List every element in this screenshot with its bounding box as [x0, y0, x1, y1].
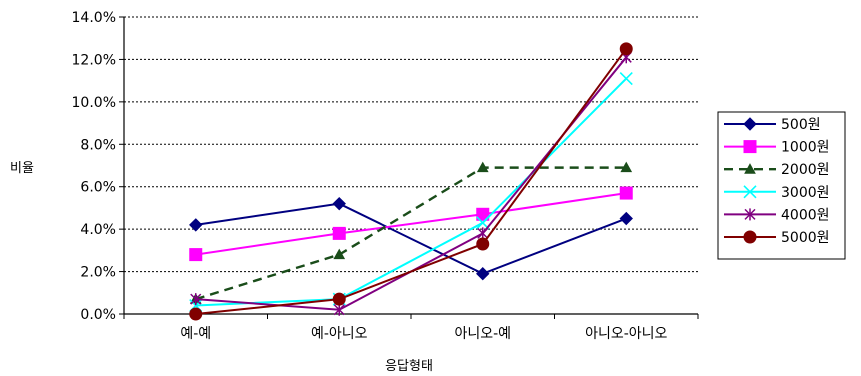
y-tick-label: 2.0%	[80, 265, 116, 281]
data-point	[332, 196, 346, 211]
legend: 500원 1000원 2000원 3000원 4000원 5000원	[717, 111, 846, 260]
data-point	[189, 307, 203, 321]
series-line	[195, 48, 628, 315]
series-4	[190, 51, 632, 316]
data-point	[619, 211, 633, 226]
legend-swatch-marker	[744, 208, 756, 221]
legend-swatch-marker	[743, 185, 757, 199]
y-tick-label: 12.0%	[72, 52, 116, 68]
x-tick-label: 예-아니오	[311, 326, 368, 342]
data-point	[619, 71, 633, 86]
legend-swatch-marker	[744, 163, 756, 174]
legend-label: 5000원	[781, 230, 830, 246]
y-tick-label: 14.0%	[72, 10, 116, 26]
series-2	[189, 161, 633, 304]
data-point	[476, 216, 490, 230]
data-point	[476, 207, 490, 221]
legend-entry: 2000원	[724, 162, 830, 178]
series-line	[195, 192, 627, 256]
data-point	[189, 248, 203, 262]
axes	[119, 16, 699, 319]
x-tick-label: 예-예	[180, 326, 211, 342]
data-point	[476, 237, 490, 251]
series-line	[195, 77, 627, 307]
data-point	[189, 218, 203, 232]
legend-entry: 3000원	[724, 185, 830, 201]
y-tick-label: 4.0%	[80, 222, 116, 238]
data-point	[332, 292, 346, 306]
data-point	[476, 266, 490, 281]
x-tick-labels: 예-예 예-아니오 아니오-예 아니오-아니오	[180, 326, 667, 342]
y-tick-label: 6.0%	[80, 180, 116, 196]
data-point	[619, 42, 633, 56]
series-lines	[189, 42, 633, 321]
series-1	[189, 186, 633, 262]
legend-swatch-marker	[743, 230, 757, 244]
data-point	[619, 186, 633, 200]
series-line	[195, 202, 627, 275]
data-point	[620, 161, 633, 173]
marker-stroke	[743, 185, 757, 199]
marker-stroke	[476, 216, 490, 230]
gridlines	[124, 16, 698, 273]
legend-label: 500원	[781, 117, 821, 133]
legend-swatch-marker	[743, 117, 757, 131]
data-point	[476, 161, 489, 173]
data-point	[333, 303, 345, 316]
series-0	[189, 196, 633, 281]
data-point	[190, 293, 202, 306]
legend-label: 1000원	[781, 140, 830, 156]
y-tick-labels: 0.0% 2.0% 4.0% 6.0% 8.0% 10.0% 12.0% 14.0%	[72, 10, 116, 323]
x-tick-label: 아니오-예	[454, 326, 511, 342]
marker-stroke	[619, 71, 633, 86]
legend-label: 3000원	[781, 185, 830, 201]
series-3	[189, 71, 633, 313]
x-axis-title: 응답형태	[385, 359, 433, 374]
series-5	[189, 42, 633, 321]
y-tick-label: 0.0%	[80, 307, 116, 323]
legend-box	[717, 111, 846, 260]
legend-entry: 5000원	[724, 230, 830, 246]
series-line	[195, 166, 627, 301]
data-point	[333, 248, 346, 260]
data-point	[477, 227, 489, 240]
y-tick-label: 10.0%	[72, 95, 116, 111]
x-tick-label: 아니오-아니오	[585, 326, 667, 342]
legend-entry: 1000원	[724, 140, 830, 156]
y-axis-title: 비율	[10, 161, 34, 176]
legend-entry: 4000원	[724, 207, 830, 223]
y-tick-label: 8.0%	[80, 137, 116, 153]
legend-label: 2000원	[781, 162, 830, 178]
legend-swatch-marker	[743, 140, 757, 154]
legend-label: 4000원	[781, 207, 830, 223]
data-point	[332, 226, 346, 240]
legend-entry: 500원	[724, 117, 821, 133]
